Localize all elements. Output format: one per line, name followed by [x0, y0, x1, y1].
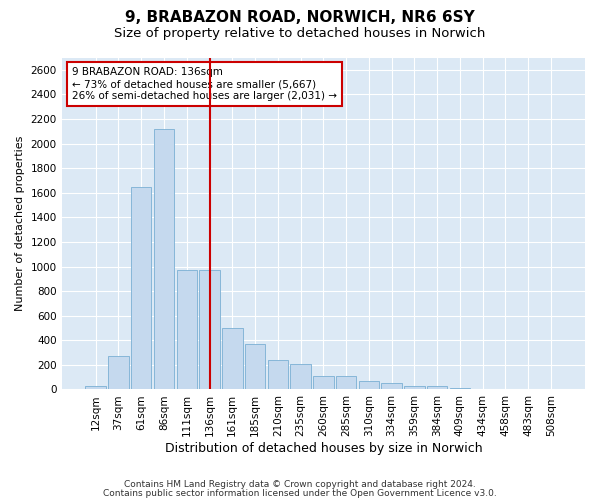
Bar — [268, 360, 288, 390]
Bar — [154, 129, 174, 390]
Text: Contains public sector information licensed under the Open Government Licence v3: Contains public sector information licen… — [103, 488, 497, 498]
Bar — [359, 381, 379, 390]
X-axis label: Distribution of detached houses by size in Norwich: Distribution of detached houses by size … — [164, 442, 482, 455]
Y-axis label: Number of detached properties: Number of detached properties — [15, 136, 25, 311]
Bar — [541, 389, 561, 390]
Bar — [85, 386, 106, 390]
Bar — [472, 389, 493, 390]
Text: Size of property relative to detached houses in Norwich: Size of property relative to detached ho… — [115, 28, 485, 40]
Bar — [336, 376, 356, 390]
Text: 9, BRABAZON ROAD, NORWICH, NR6 6SY: 9, BRABAZON ROAD, NORWICH, NR6 6SY — [125, 10, 475, 25]
Bar — [245, 344, 265, 390]
Bar — [404, 386, 425, 390]
Bar — [199, 270, 220, 390]
Bar — [495, 389, 515, 390]
Bar — [108, 356, 129, 390]
Bar — [427, 386, 448, 390]
Text: Contains HM Land Registry data © Crown copyright and database right 2024.: Contains HM Land Registry data © Crown c… — [124, 480, 476, 489]
Bar — [382, 382, 402, 390]
Bar — [222, 328, 242, 390]
Bar — [449, 388, 470, 390]
Bar — [176, 270, 197, 390]
Bar — [518, 389, 538, 390]
Bar — [290, 364, 311, 390]
Text: 9 BRABAZON ROAD: 136sqm
← 73% of detached houses are smaller (5,667)
26% of semi: 9 BRABAZON ROAD: 136sqm ← 73% of detache… — [72, 68, 337, 100]
Bar — [313, 376, 334, 390]
Bar — [131, 186, 151, 390]
